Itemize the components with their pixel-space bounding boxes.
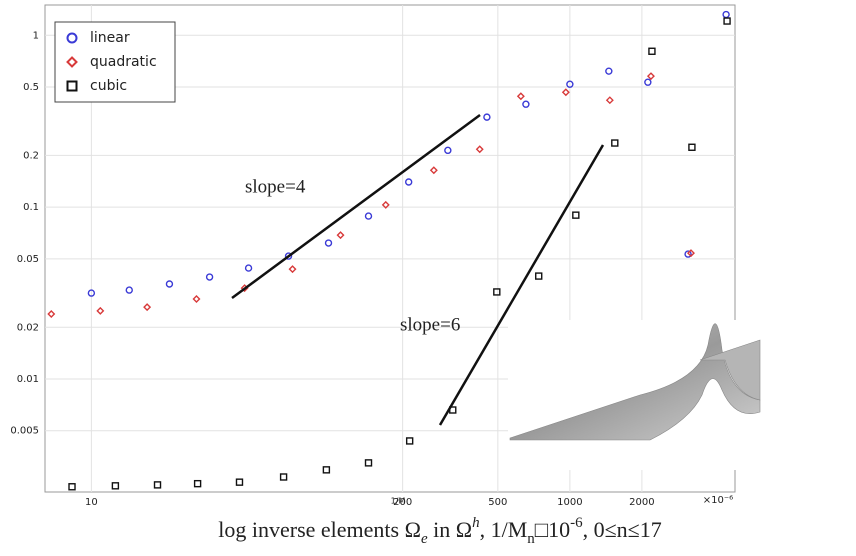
x-tick-label: 200 [393, 497, 412, 508]
y-tick-label: 0.2 [23, 150, 39, 161]
caption: log inverse elements Ωe in Ωh, 1/Mn□10-6… [218, 515, 661, 547]
point [493, 288, 501, 296]
point [47, 309, 56, 318]
point [572, 211, 580, 219]
point [87, 289, 96, 297]
point [235, 478, 244, 486]
point [364, 459, 373, 467]
y-tick-label: 0.05 [17, 254, 39, 265]
point [381, 200, 390, 209]
inset-surface [508, 320, 761, 470]
point [68, 483, 76, 491]
point [193, 479, 202, 488]
point [686, 249, 695, 258]
y-tick-label: 0.02 [17, 322, 39, 333]
x-tick-label: 10 [85, 497, 98, 508]
point [364, 212, 373, 220]
point [111, 482, 120, 490]
y-tick-label: 0.5 [23, 82, 39, 93]
point [153, 481, 162, 489]
point [522, 100, 530, 108]
point [475, 145, 484, 154]
slope-line [231, 113, 481, 300]
point [561, 88, 570, 97]
point [444, 146, 452, 155]
point [192, 295, 201, 303]
point [284, 252, 293, 260]
point [288, 265, 297, 274]
legend-label: cubic [90, 78, 127, 94]
point [143, 303, 152, 312]
point [429, 166, 438, 175]
point [322, 466, 331, 474]
point [483, 113, 491, 121]
x-axis-label: 1/M [391, 497, 406, 506]
y-tick-label: 0.01 [17, 374, 39, 385]
point [279, 473, 288, 481]
x-unit: ×10⁻⁶ [703, 495, 733, 506]
point [644, 78, 652, 86]
point [516, 92, 525, 101]
legend-label: quadratic [90, 54, 157, 70]
point [688, 143, 696, 151]
point [684, 250, 692, 258]
point [324, 239, 333, 247]
point [535, 272, 543, 280]
x-tick-label: 2000 [629, 497, 654, 508]
y-tick-label: 0.1 [23, 202, 39, 213]
point [244, 264, 253, 272]
point [648, 47, 656, 55]
legend-marker [66, 80, 78, 92]
point [723, 17, 731, 25]
point [165, 280, 174, 288]
x-tick-label: 1000 [557, 497, 582, 508]
legend-marker [66, 32, 78, 44]
point [646, 72, 655, 81]
x-tick-label: 500 [488, 497, 507, 508]
point [96, 306, 105, 315]
legend-marker [66, 56, 78, 68]
slope-line [438, 144, 605, 426]
y-tick-label: 1 [33, 30, 39, 41]
point [605, 67, 613, 75]
point [611, 139, 619, 147]
legend: linear quadratic cubic [54, 21, 176, 103]
point [404, 178, 413, 186]
annotation: slope=4 [245, 176, 306, 197]
y-tick-label: 0.005 [10, 426, 39, 437]
annotation: slope=6 [400, 314, 460, 335]
marks [47, 10, 731, 491]
point [205, 273, 214, 281]
point [405, 437, 414, 445]
point [605, 96, 614, 105]
point [566, 80, 574, 88]
legend-label: linear [90, 30, 130, 46]
point [125, 286, 133, 294]
point [336, 231, 345, 240]
